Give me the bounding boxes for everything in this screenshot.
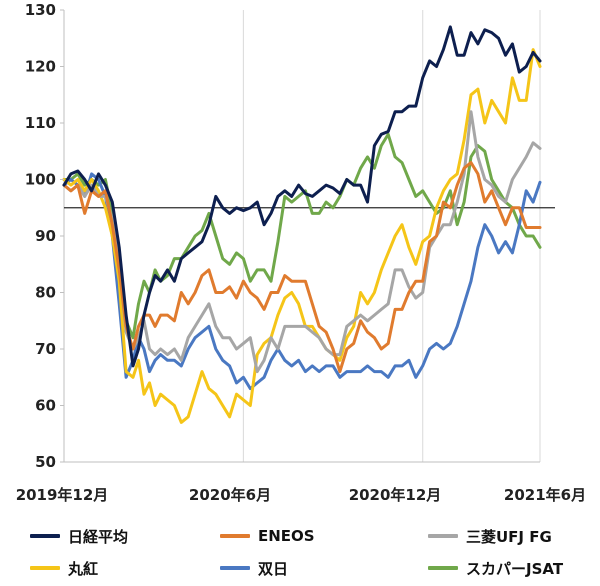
series-lines: [62, 25, 555, 424]
series-line-0: [62, 25, 542, 368]
series-line-3: [62, 48, 542, 424]
x-tick-label: 2020年12月: [349, 486, 442, 504]
legend-label: 日経平均: [68, 527, 129, 546]
series-line-5: [62, 132, 542, 340]
legend-swatch: [30, 534, 60, 538]
y-tick-label: 90: [35, 227, 56, 245]
series-line-2: [62, 110, 542, 374]
series-line-4: [62, 172, 542, 391]
x-tick-label: 2020年6月: [189, 486, 271, 504]
x-tick-label: 2021年6月: [504, 486, 586, 504]
y-tick-label: 80: [35, 284, 56, 302]
grid: [63, 10, 541, 462]
legend-item: 双日: [220, 553, 288, 583]
y-tick-label: 100: [25, 171, 56, 189]
legend-swatch: [220, 534, 250, 538]
legend-label: 丸紅: [68, 559, 99, 578]
x-tick-labels: 2019年12月 2020年6月 2020年12月 2021年6月: [16, 486, 586, 504]
legend-item: 日経平均: [30, 521, 128, 551]
legend-swatch: [220, 566, 250, 570]
y-tick-label: 130: [25, 1, 56, 19]
legend-label: 三菱UFJ FG: [466, 527, 552, 546]
legend-label: 双日: [258, 559, 289, 578]
y-tick-label: 60: [35, 397, 56, 415]
y-tick-label: 110: [25, 114, 56, 132]
y-tick-label: 70: [35, 340, 56, 358]
legend-swatch: [30, 566, 60, 570]
axes: [63, 10, 540, 463]
legend-item: スカパーJSAT: [428, 553, 563, 583]
legend-swatch: [428, 534, 458, 538]
x-tick-label: 2019年12月: [16, 486, 109, 504]
y-tick-label: 50: [35, 453, 56, 471]
legend-item: 丸紅: [30, 553, 98, 583]
legend-swatch: [428, 566, 458, 570]
legend-label: スカパーJSAT: [466, 559, 564, 578]
y-tick-label: 120: [25, 58, 56, 76]
y-tick-labels: 50 60 70 80 90 100 110 120 130: [25, 1, 64, 471]
legend-item: ENEOS: [220, 521, 315, 551]
legend-label: ENEOS: [258, 527, 315, 545]
legend-item: 三菱UFJ FG: [428, 521, 552, 551]
